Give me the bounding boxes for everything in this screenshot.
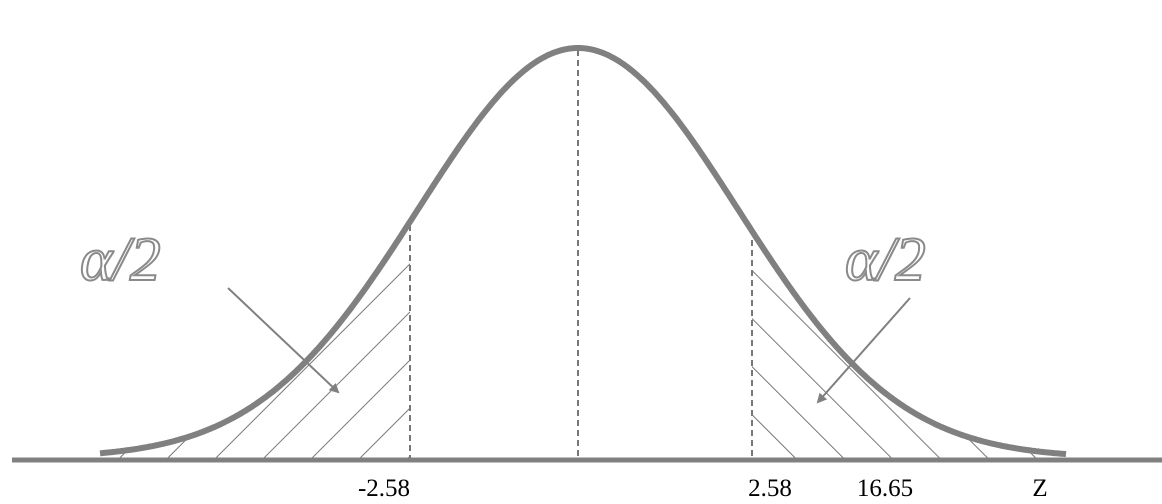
right-alpha-label: α/2 [845, 226, 926, 294]
left-arrow [227, 287, 340, 394]
bell-curve [99, 45, 1067, 458]
left-alpha-label: α/2 [80, 226, 161, 294]
right-arrow [816, 297, 911, 404]
x-label: 2.58 [748, 475, 792, 502]
right-rejection-region [752, 231, 1066, 458]
x-label: 16.65 [857, 475, 913, 502]
x-label: -2.58 [358, 475, 410, 502]
x-label: Z [1032, 475, 1047, 502]
left-rejection-region [100, 221, 410, 458]
